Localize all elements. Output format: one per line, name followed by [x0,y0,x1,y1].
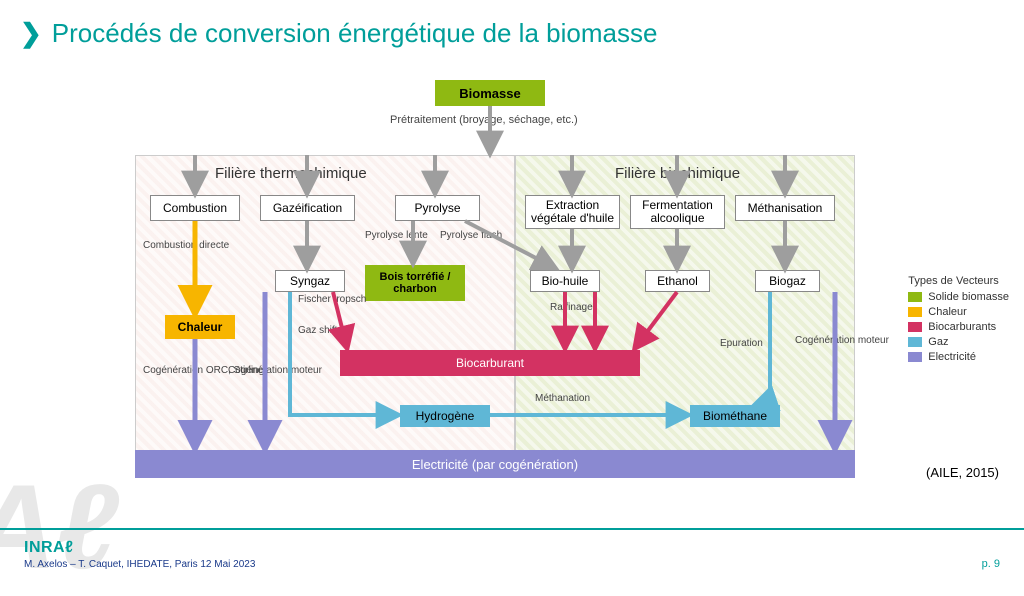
node-electricite: Electricité (par cogénération) [135,450,855,478]
label-cogen-moteur: Cogénération moteur [228,365,322,376]
title-row: ❯ Procédés de conversion énergétique de … [0,0,1024,49]
page-number: p. 9 [982,558,1000,570]
node-combustion: Combustion [150,195,240,221]
node-biogaz: Biogaz [755,270,820,292]
org-logo: INRAℓ [24,539,255,557]
label-cogen-moteur2: Cogénération moteur [795,335,889,346]
node-bois: Bois torréfié / charbon [365,265,465,301]
legend-title: Types de Vecteurs [908,275,1009,287]
node-fermentation: Fermentation alcoolique [630,195,725,229]
citation: (AILE, 2015) [926,465,999,480]
node-extraction: Extraction végétale d'huile [525,195,620,229]
node-chaleur: Chaleur [165,315,235,339]
legend-item: Biocarburants [908,321,1009,333]
chevron-icon: ❯ [20,18,42,49]
node-biohuile: Bio-huile [530,270,600,292]
label-methanation: Méthanation [535,393,590,404]
label-combustion-directe: Combustion directe [143,240,229,251]
node-biocarburant: Biocarburant [340,350,640,376]
label-pyrolyse-lente: Pyrolyse lente [365,230,428,241]
legend-item: Chaleur [908,306,1009,318]
legend-item: Electricité [908,351,1009,363]
legend-item: Gaz [908,336,1009,348]
label-fischer: Fischer tropsch [298,294,366,305]
page-title: Procédés de conversion énergétique de la… [52,18,658,49]
node-biomethane: Biométhane [690,405,780,427]
legend-item: Solide biomasse [908,291,1009,303]
label-gazshift: Gaz shift [298,325,337,336]
node-ethanol: Ethanol [645,270,710,292]
node-methanisation: Méthanisation [735,195,835,221]
label-epuration: Epuration [720,338,763,349]
label-pyrolyse-flash: Pyrolyse flash [440,230,502,241]
section-bio: Filière biochimique [615,165,740,182]
node-hydrogene: Hydrogène [400,405,490,427]
node-pyrolyse: Pyrolyse [395,195,480,221]
diagram: Biomasse Prétraitement (broyage, séchage… [135,80,855,500]
label-pretraitement: Prétraitement (broyage, séchage, etc.) [390,114,578,126]
section-thermo: Filière thermochimique [215,165,367,182]
legend: Types de Vecteurs Solide biomasse Chaleu… [908,275,1009,366]
node-biomasse: Biomasse [435,80,545,106]
node-syngaz: Syngaz [275,270,345,292]
authors: M. Axelos – T. Caquet, IHEDATE, Paris 12… [24,559,255,570]
label-raffinage: Raffinage [550,302,593,313]
footer: INRAℓ M. Axelos – T. Caquet, IHEDATE, Pa… [0,528,1024,576]
node-gazeification: Gazéification [260,195,355,221]
